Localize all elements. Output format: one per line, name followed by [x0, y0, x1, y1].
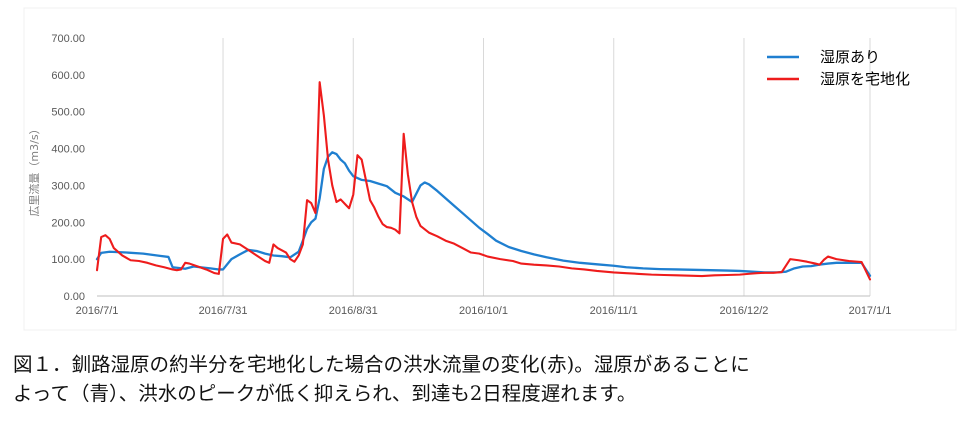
x-tick-label: 2016/8/31 — [329, 305, 378, 317]
y-tick-label: 400.00 — [51, 144, 85, 156]
y-tick-label: 0.00 — [64, 291, 85, 303]
y-tick-label: 700.00 — [51, 33, 85, 45]
y-tick-labels: 0.00 100.00 200.00 300.00 400.00 500.00 600.00… — [51, 33, 85, 303]
y-tick-label: 200.00 — [51, 217, 85, 229]
y-tick-label: 500.00 — [51, 107, 85, 119]
legend-label-urbanized: 湿原を宅地化 — [820, 70, 910, 88]
x-tick-label: 2016/7/31 — [199, 305, 248, 317]
x-tick-label: 2016/10/1 — [459, 305, 508, 317]
y-tick-label: 100.00 — [51, 254, 85, 266]
x-tick-labels: 2016/7/1 2016/7/31 2016/8/31 2016/10/1 2016/… — [76, 305, 892, 317]
legend-item-urbanized: 湿原を宅地化 — [767, 70, 910, 88]
legend-label-with-wetland: 湿原あり — [820, 48, 880, 66]
legend: 湿原あり 湿原を宅地化 — [767, 48, 910, 88]
x-tick-label: 2016/12/2 — [719, 305, 768, 317]
y-axis-title: 広里流量（m3/s） — [27, 123, 41, 216]
chart-svg: 0.00 100.00 200.00 300.00 400.00 500.00 600.00… — [23, 7, 957, 331]
y-tick-label: 600.00 — [51, 70, 85, 82]
x-tick-label: 2017/1/1 — [849, 305, 892, 317]
series-line-with-wetland — [95, 151, 872, 277]
flow-chart: 0.00 100.00 200.00 300.00 400.00 500.00 600.00… — [23, 7, 957, 331]
caption-line-1: 図１．釧路湿原の約半分を宅地化した場合の洪水流量の変化(赤)。湿原があることに — [13, 353, 750, 376]
x-tick-label: 2016/7/1 — [76, 305, 119, 317]
legend-item-with-wetland: 湿原あり — [767, 48, 880, 66]
x-tick-label: 2016/11/1 — [590, 305, 638, 317]
gridlines — [222, 38, 871, 296]
figure-caption: 図１．釧路湿原の約半分を宅地化した場合の洪水流量の変化(赤)。湿原があることに … — [13, 350, 953, 408]
series-lines — [95, 81, 872, 281]
series-line-urbanized — [95, 81, 872, 281]
y-tick-label: 300.00 — [51, 180, 85, 192]
caption-line-2: よって（青）、洪水のピークが低く抑えられ、到達も2日程度遅れます。 — [13, 382, 637, 405]
chart-frame — [23, 7, 957, 331]
